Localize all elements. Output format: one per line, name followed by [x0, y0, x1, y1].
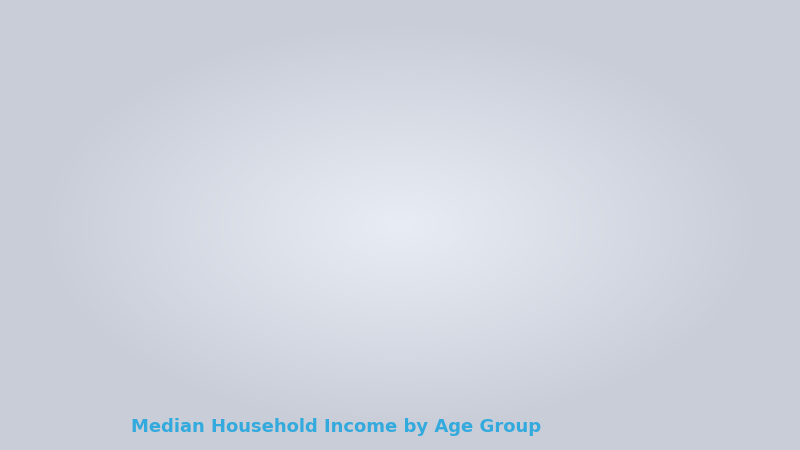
- Bar: [127, 218, 194, 338]
- Text: Median Household Income by Age Group: Median Household Income by Age Group: [131, 418, 541, 436]
- Text: 53.80: 53.80: [534, 205, 590, 223]
- Bar: [529, 191, 596, 338]
- Bar: [261, 108, 328, 338]
- Bar: [395, 91, 462, 338]
- Text: Income (in $
Thousands): Income (in $ Thousands): [78, 27, 183, 59]
- Text: 84.15: 84.15: [266, 122, 323, 140]
- Text: 43.85: 43.85: [132, 232, 189, 250]
- Text: 90.61: 90.61: [400, 104, 457, 122]
- Legend: Median
Household
Income: Median Household Income: [642, 45, 756, 99]
- Text: Age Groups: Age Groups: [656, 342, 755, 356]
